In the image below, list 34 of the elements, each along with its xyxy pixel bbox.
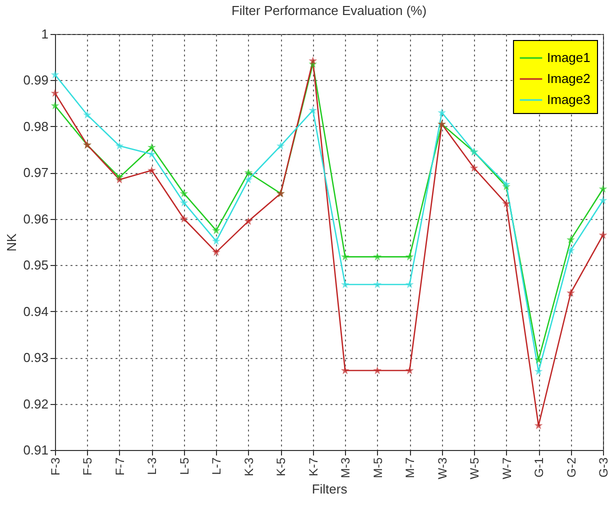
x-axis-title: Filters	[312, 481, 348, 496]
x-tick-label: W-5	[468, 457, 482, 480]
x-tick-label: G-2	[564, 457, 578, 478]
x-tick-label: W-3	[435, 457, 450, 480]
y-tick-label: 0.93	[23, 350, 48, 366]
x-tick-label: M-3	[338, 457, 353, 478]
x-tick-label: L-3	[145, 457, 160, 475]
legend-label: Image3	[547, 92, 590, 107]
y-tick-label: 0.95	[23, 258, 48, 273]
y-tick-label: 0.99	[23, 72, 48, 88]
y-tick-label: 0.94	[23, 304, 48, 319]
y-tick-label: 0.96	[23, 211, 48, 226]
chart-title: Filter Performance Evaluation (%)	[231, 3, 427, 18]
legend-label: Image1	[547, 50, 590, 65]
x-tick-label: W-7	[500, 457, 514, 480]
x-tick-label: K-5	[274, 457, 288, 476]
y-tick-label: 0.98	[23, 118, 48, 134]
x-tick-label: M-5	[370, 457, 385, 478]
x-tick-label: G-1	[532, 457, 546, 478]
x-tick-label: M-7	[403, 457, 418, 478]
x-tick-label: F-3	[48, 457, 62, 476]
y-tick-label: 0.91	[23, 442, 48, 458]
x-tick-label: K-3	[242, 457, 256, 476]
y-tick-label: 0.97	[23, 165, 48, 180]
x-tick-label: G-3	[596, 457, 609, 478]
x-tick-label: K-7	[306, 457, 320, 476]
x-tick-label: L-5	[177, 457, 192, 475]
x-tick-label: F-7	[112, 457, 127, 476]
y-axis-title: NK	[4, 233, 20, 252]
x-tick-label: F-5	[80, 457, 95, 476]
y-tick-label: 1	[41, 26, 48, 42]
y-tick-label: 0.92	[23, 396, 48, 412]
x-tick-label: L-7	[210, 457, 224, 475]
legend-label: Image2	[547, 71, 590, 86]
